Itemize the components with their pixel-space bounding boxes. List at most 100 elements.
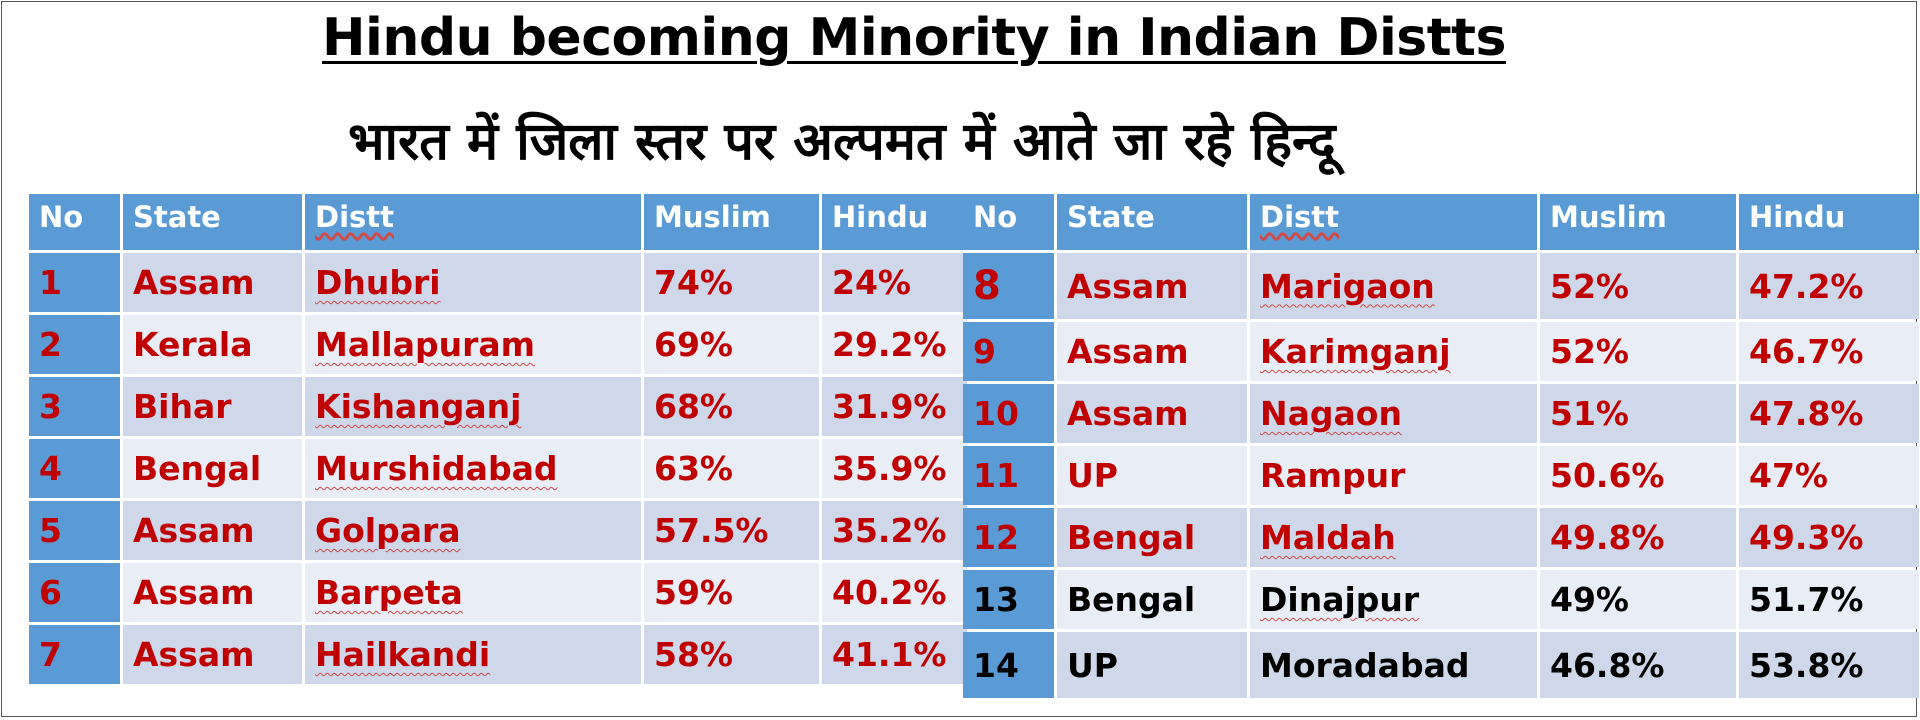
cell-no: 6 [29,563,120,622]
table-header-row: No State Distt Muslim Hindu [963,194,1919,250]
cell-no: 5 [29,501,120,560]
table-row: 11 UP Rampur 50.6% 47% [963,446,1919,505]
cell-no: 7 [29,625,120,684]
table-row: 9 Assam Karimganj 52% 46.7% [963,322,1919,381]
header-distt: Distt [305,194,641,250]
table-row: 12 Bengal Maldah 49.8% 49.3% [963,508,1919,567]
cell-hindu: 51.7% [1739,570,1919,629]
cell-state: Assam [123,563,302,622]
cell-muslim: 68% [644,377,819,436]
cell-hindu: 47.2% [1739,253,1919,319]
cell-distt: Barpeta [305,563,641,622]
cell-muslim: 52% [1540,322,1736,381]
page-subtitle-hindi: भारत में जिला स्तर पर अल्पमत में आते जा … [348,112,1336,172]
cell-state: UP [1057,446,1247,505]
table-row: 2 Kerala Mallapuram 69% 29.2% [29,315,967,374]
cell-state: Bengal [1057,570,1247,629]
table-row: 7 Assam Hailkandi 58% 41.1% [29,625,967,684]
table-row: 6 Assam Barpeta 59% 40.2% [29,563,967,622]
cell-hindu: 47% [1739,446,1919,505]
cell-hindu: 49.3% [1739,508,1919,567]
cell-state: Assam [1057,384,1247,443]
cell-no: 12 [963,508,1054,567]
cell-no: 10 [963,384,1054,443]
districts-table-left: No State Distt Muslim Hindu 1 Assam Dhubri… [26,191,970,687]
cell-muslim: 49% [1540,570,1736,629]
header-no: No [963,194,1054,250]
cell-hindu: 41.1% [822,625,967,684]
cell-muslim: 49.8% [1540,508,1736,567]
table-row: 1 Assam Dhubri 74% 24% [29,253,967,312]
cell-hindu: 53.8% [1739,632,1919,698]
header-state: State [123,194,302,250]
cell-hindu: 31.9% [822,377,967,436]
cell-distt: Rampur [1250,446,1537,505]
cell-distt: Marigaon [1250,253,1537,319]
cell-no: 13 [963,570,1054,629]
table-row: 14 UP Moradabad 46.8% 53.8% [963,632,1919,698]
cell-state: UP [1057,632,1247,698]
table-row: 13 Bengal Dinajpur 49% 51.7% [963,570,1919,629]
header-muslim: Muslim [644,194,819,250]
cell-distt: Hailkandi [305,625,641,684]
cell-distt: Kishanganj [305,377,641,436]
header-hindu: Hindu [822,194,967,250]
cell-hindu: 47.8% [1739,384,1919,443]
cell-muslim: 59% [644,563,819,622]
cell-muslim: 58% [644,625,819,684]
cell-muslim: 74% [644,253,819,312]
cell-state: Assam [123,625,302,684]
header-state: State [1057,194,1247,250]
cell-distt: Moradabad [1250,632,1537,698]
header-no: No [29,194,120,250]
table-row: 10 Assam Nagaon 51% 47.8% [963,384,1919,443]
header-muslim: Muslim [1540,194,1736,250]
cell-no: 8 [963,253,1054,319]
cell-muslim: 69% [644,315,819,374]
cell-muslim: 63% [644,439,819,498]
header-hindu: Hindu [1739,194,1919,250]
cell-no: 14 [963,632,1054,698]
cell-distt: Golpara [305,501,641,560]
cell-distt: Murshidabad [305,439,641,498]
cell-no: 4 [29,439,120,498]
cell-no: 11 [963,446,1054,505]
table-row: 5 Assam Golpara 57.5% 35.2% [29,501,967,560]
cell-hindu: 35.2% [822,501,967,560]
cell-state: Bengal [1057,508,1247,567]
cell-state: Assam [1057,322,1247,381]
cell-muslim: 52% [1540,253,1736,319]
cell-no: 2 [29,315,120,374]
cell-muslim: 46.8% [1540,632,1736,698]
cell-muslim: 50.6% [1540,446,1736,505]
page-title: Hindu becoming Minority in Indian Distts [322,8,1506,68]
cell-state: Assam [123,253,302,312]
cell-no: 3 [29,377,120,436]
table-row: 8 Assam Marigaon 52% 47.2% [963,253,1919,319]
cell-state: Bihar [123,377,302,436]
cell-state: Assam [123,501,302,560]
cell-hindu: 24% [822,253,967,312]
table-row: 4 Bengal Murshidabad 63% 35.9% [29,439,967,498]
cell-distt: Karimganj [1250,322,1537,381]
cell-state: Assam [1057,253,1247,319]
cell-no: 9 [963,322,1054,381]
cell-hindu: 29.2% [822,315,967,374]
districts-table-right: No State Distt Muslim Hindu 8 Assam Mariga… [960,191,1920,701]
cell-distt: Dhubri [305,253,641,312]
cell-no: 1 [29,253,120,312]
cell-distt: Maldah [1250,508,1537,567]
cell-muslim: 51% [1540,384,1736,443]
table-row: 3 Bihar Kishanganj 68% 31.9% [29,377,967,436]
table-header-row: No State Distt Muslim Hindu [29,194,967,250]
cell-hindu: 35.9% [822,439,967,498]
cell-muslim: 57.5% [644,501,819,560]
cell-state: Bengal [123,439,302,498]
header-distt: Distt [1250,194,1537,250]
cell-distt: Dinajpur [1250,570,1537,629]
cell-hindu: 40.2% [822,563,967,622]
cell-distt: Mallapuram [305,315,641,374]
cell-distt: Nagaon [1250,384,1537,443]
cell-hindu: 46.7% [1739,322,1919,381]
cell-state: Kerala [123,315,302,374]
